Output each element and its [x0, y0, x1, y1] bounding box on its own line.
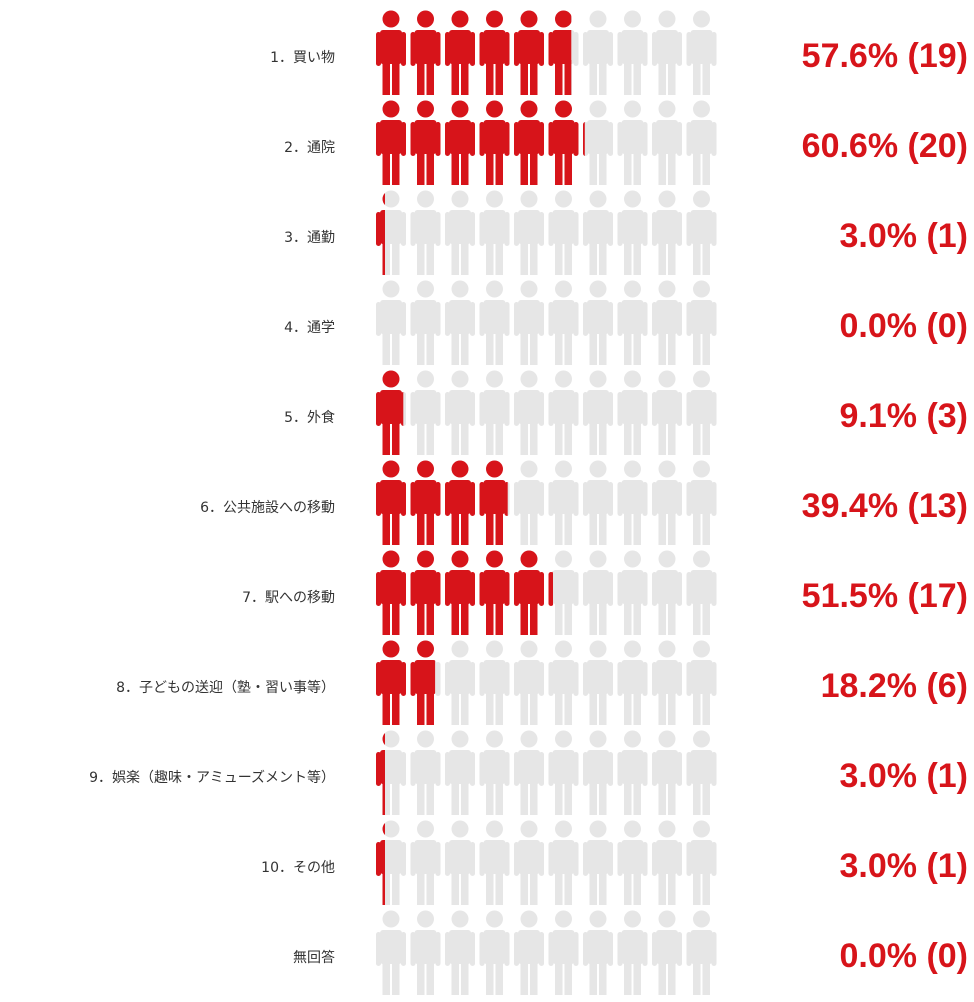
filled-icons	[376, 550, 553, 635]
filled-icons	[376, 460, 508, 545]
value-label: 3.0% (1)	[840, 757, 969, 795]
value-label: 0.0% (0)	[840, 937, 969, 975]
category-label: 7．駅への移動	[242, 590, 335, 606]
category-label: 1．買い物	[270, 50, 335, 66]
category-label: 3．通勤	[284, 230, 335, 246]
value-label: 60.6% (20)	[802, 127, 968, 165]
value-label: 3.0% (1)	[840, 847, 969, 885]
filled-icons	[376, 10, 572, 95]
empty-icons	[376, 730, 717, 815]
value-label: 9.1% (3)	[840, 397, 969, 435]
category-label: 無回答	[293, 949, 335, 966]
value-label: 51.5% (17)	[802, 577, 968, 615]
filled-icons	[376, 822, 385, 905]
empty-icons	[376, 910, 717, 995]
value-label: 3.0% (1)	[840, 217, 969, 255]
value-label: 57.6% (19)	[802, 37, 968, 75]
value-label: 18.2% (6)	[821, 667, 968, 705]
empty-icons	[376, 280, 717, 365]
filled-icons	[376, 100, 585, 185]
value-label: 39.4% (13)	[802, 487, 968, 525]
filled-icons	[376, 192, 385, 275]
empty-icons	[376, 190, 717, 275]
category-label: 2．通院	[284, 140, 335, 156]
filled-icons	[376, 732, 385, 815]
category-label: 10．その他	[261, 860, 335, 876]
category-label: 6．公共施設への移動	[200, 500, 335, 516]
category-label: 4．通学	[284, 320, 335, 336]
filled-icons	[376, 640, 436, 725]
filled-icons	[376, 370, 404, 455]
empty-icons	[376, 370, 717, 455]
category-label: 9．娯楽（趣味・アミューズメント等）	[89, 769, 335, 786]
value-label: 0.0% (0)	[840, 307, 969, 345]
category-label: 8．子どもの送迎（塾・習い事等）	[116, 679, 335, 696]
category-label: 5．外食	[284, 409, 335, 426]
empty-icons	[376, 820, 717, 905]
